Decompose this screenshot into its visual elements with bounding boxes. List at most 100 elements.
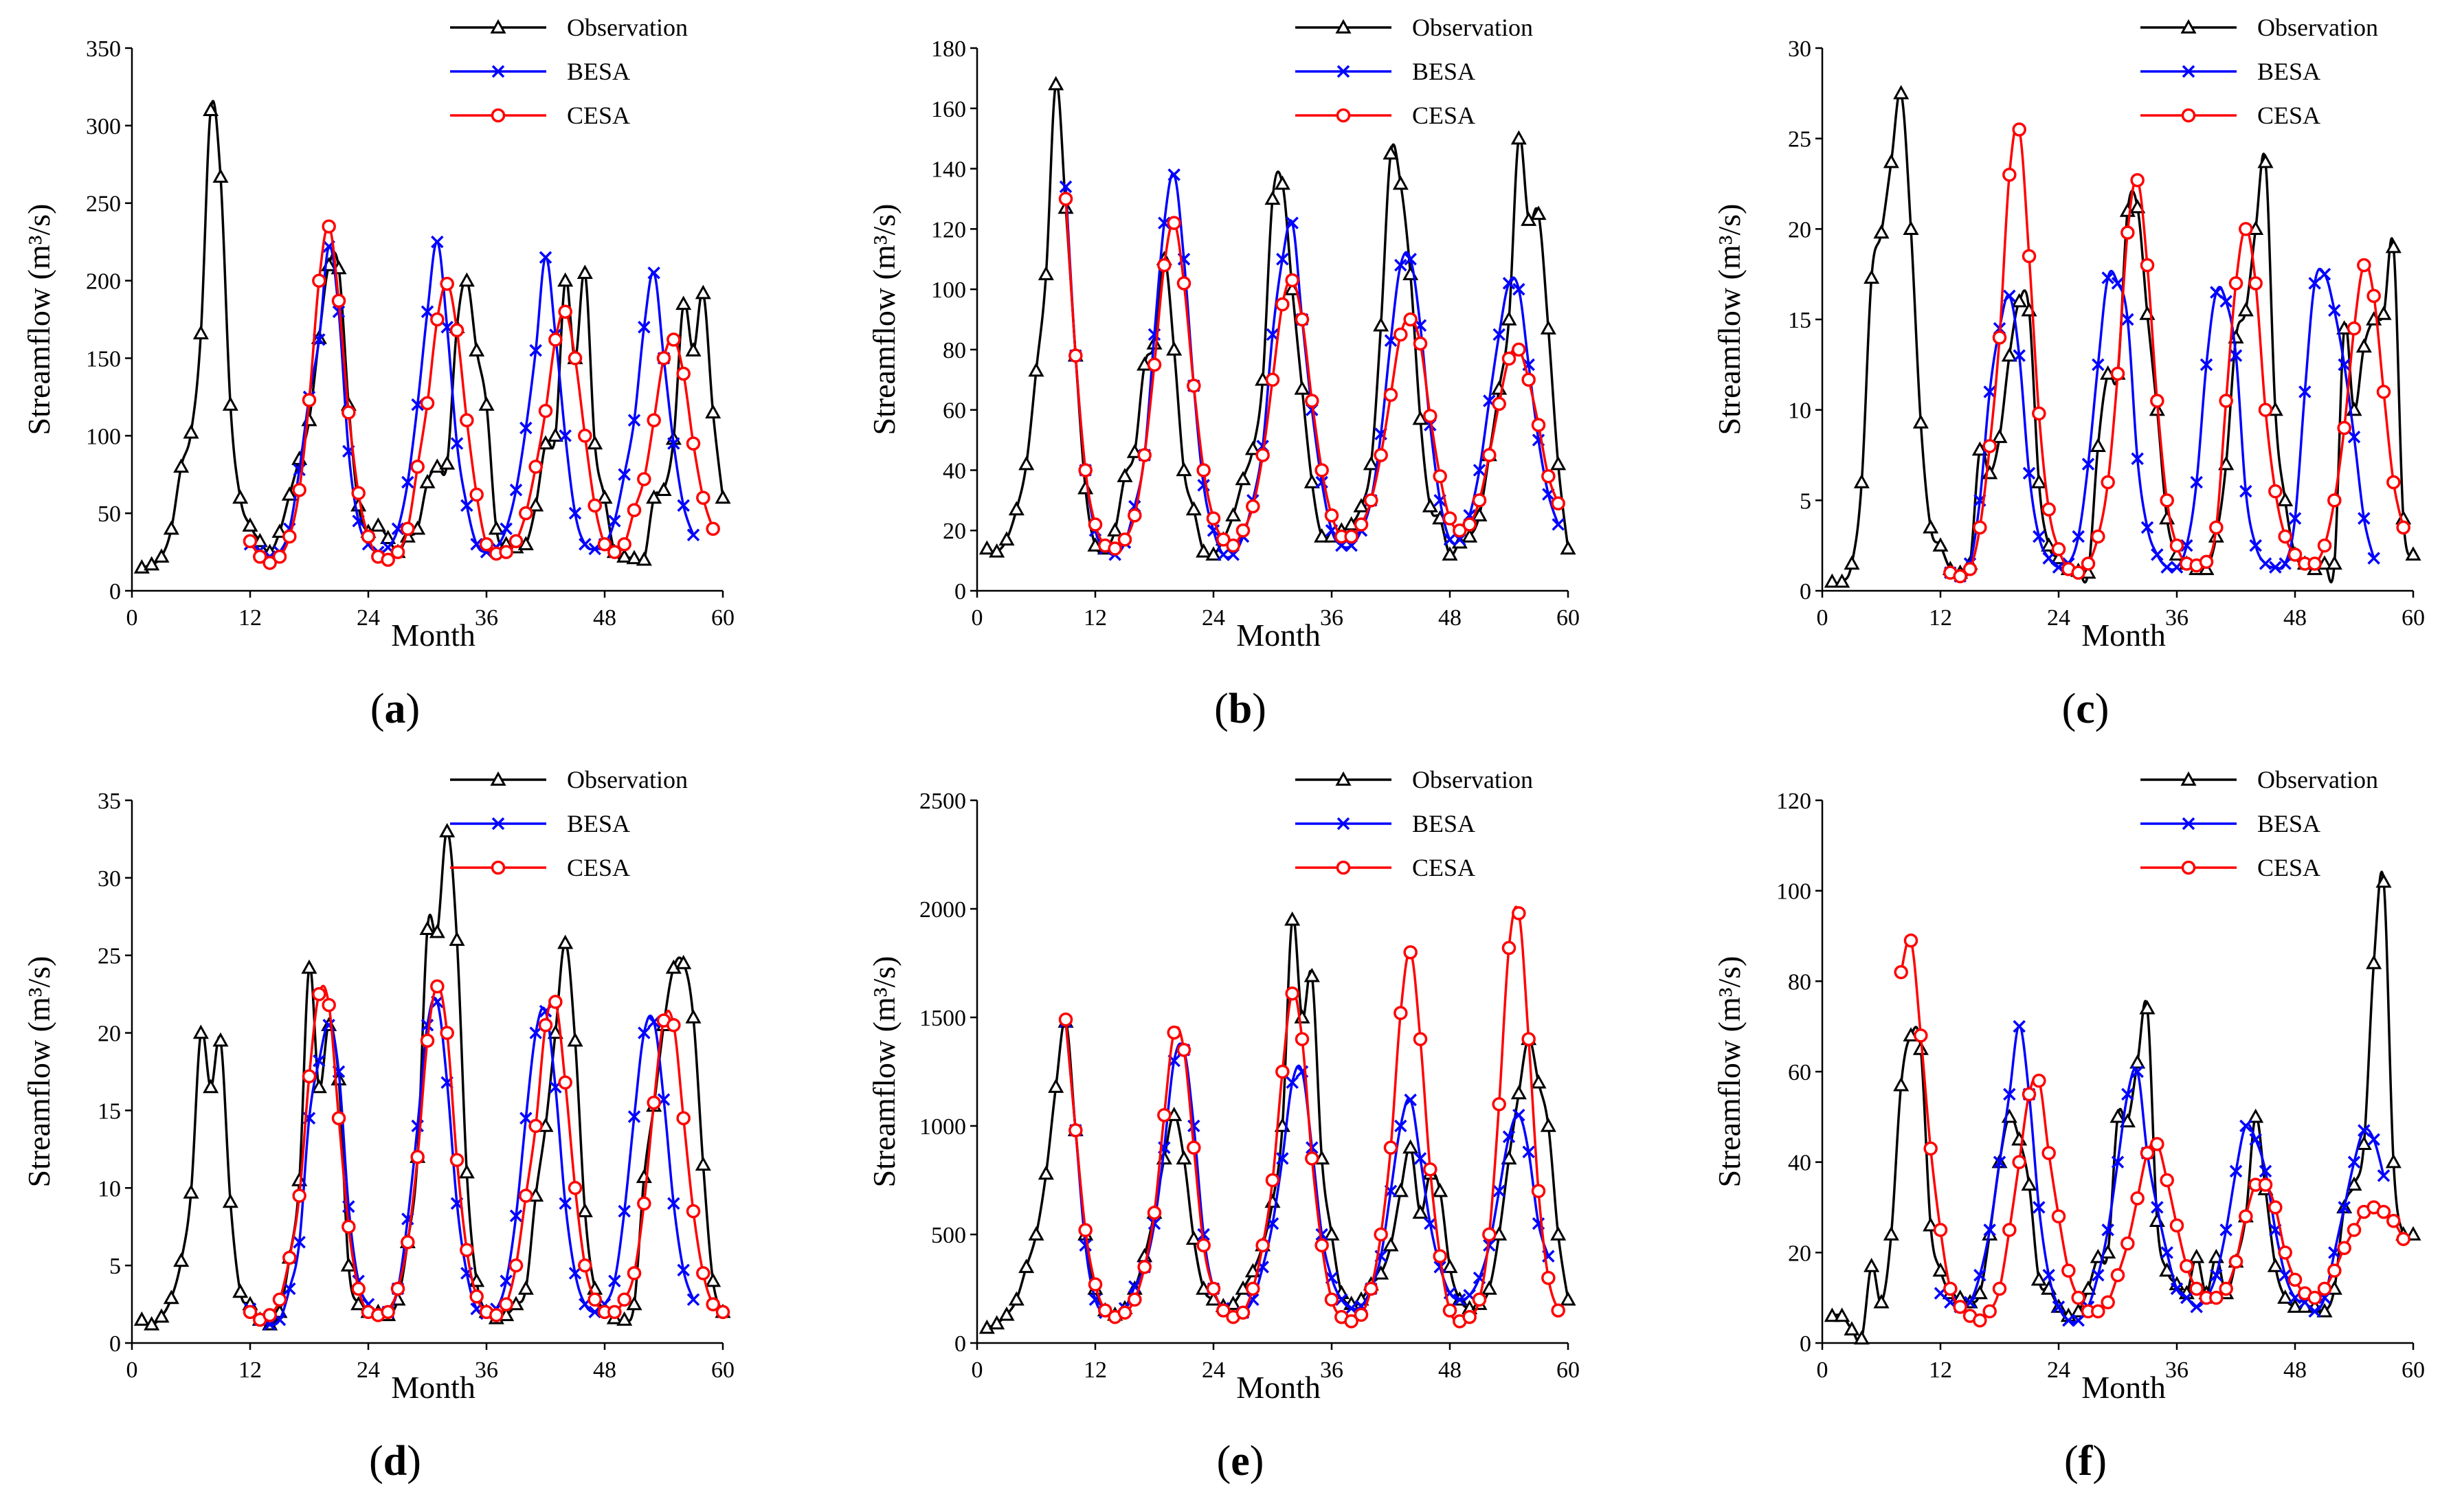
legend-label: CESA <box>2257 102 2320 129</box>
data-point-besa <box>1512 1108 1525 1122</box>
data-point-cesa <box>1275 1064 1290 1079</box>
data-point-cesa <box>1167 1025 1181 1040</box>
legend-entry: BESA <box>2140 810 2320 837</box>
data-point-besa <box>2022 466 2036 480</box>
data-point-cesa <box>1433 1249 1447 1263</box>
legend-marker <box>2181 860 2196 875</box>
data-point-cesa <box>1933 1223 1948 1237</box>
data-point-observation <box>715 489 731 504</box>
data-point-cesa <box>390 545 405 559</box>
data-point-cesa <box>2169 1218 2184 1233</box>
data-point-besa <box>2160 1246 2173 1259</box>
legend-entry: CESA <box>1295 102 1475 129</box>
data-point-cesa <box>676 366 691 381</box>
data-point-cesa <box>410 1149 425 1164</box>
data-point-besa <box>421 305 434 318</box>
data-point-cesa <box>479 537 494 552</box>
data-point-besa <box>2338 1201 2351 1214</box>
data-point-besa <box>283 1282 296 1296</box>
data-point-cesa <box>2386 475 2401 490</box>
data-point-besa <box>2003 1087 2016 1101</box>
series-observation <box>133 823 731 1331</box>
data-point-besa <box>2298 385 2312 398</box>
data-point-cesa <box>1295 312 1310 327</box>
data-point-observation <box>458 1164 475 1179</box>
legend-label: BESA <box>1412 58 1475 85</box>
data-point-besa <box>519 421 533 435</box>
data-point-besa <box>1217 548 1230 561</box>
data-point-besa <box>1512 282 1525 296</box>
data-point-observation <box>1824 1307 1840 1322</box>
legend-marker <box>1336 860 1351 875</box>
data-point-cesa <box>2268 484 2283 499</box>
data-point-cesa <box>1531 418 1546 432</box>
y-tick-label: 80 <box>943 338 966 363</box>
data-point-cesa <box>1462 1309 1477 1324</box>
data-point-observation <box>2100 1244 2116 1259</box>
data-point-observation <box>1834 573 1850 588</box>
data-point-cesa <box>1482 1227 1497 1242</box>
data-point-observation <box>567 1032 583 1047</box>
data-point-observation <box>1028 1226 1044 1241</box>
data-point-cesa <box>312 273 326 288</box>
y-tick-label: 180 <box>931 36 966 62</box>
data-point-cesa <box>617 1292 631 1307</box>
data-point-cesa <box>1167 216 1181 230</box>
series-besa <box>1934 1019 2391 1327</box>
x-tick-label: 0 <box>1817 605 1828 631</box>
data-point-besa <box>431 235 444 249</box>
data-point-cesa <box>430 979 445 994</box>
y-tick-label: 35 <box>98 789 121 814</box>
data-point-observation <box>1323 1226 1340 1241</box>
panel-label: (d) <box>369 1438 421 1485</box>
data-point-observation <box>596 489 613 504</box>
data-point-observation <box>695 284 711 300</box>
x-tick-label: 24 <box>357 1357 380 1383</box>
data-point-observation <box>1442 546 1458 561</box>
data-point-cesa <box>528 460 543 474</box>
data-point-cesa <box>401 1235 415 1250</box>
data-point-cesa <box>2041 502 2056 517</box>
data-point-cesa <box>2307 556 2322 571</box>
data-point-cesa <box>2396 520 2410 535</box>
series-besa <box>1059 1015 1555 1322</box>
data-point-observation <box>2109 1108 2126 1123</box>
data-point-observation <box>2277 1289 2294 1304</box>
legend-marker <box>490 771 506 786</box>
data-point-observation <box>1244 440 1261 455</box>
data-point-cesa <box>243 1305 258 1320</box>
data-point-observation <box>1353 498 1369 512</box>
data-point-cesa <box>2022 1087 2037 1102</box>
data-point-besa <box>686 528 700 541</box>
data-point-observation <box>517 536 534 550</box>
data-point-cesa <box>499 1297 513 1311</box>
data-point-observation <box>2405 546 2421 561</box>
data-point-cesa <box>262 556 277 570</box>
data-point-cesa <box>1088 1277 1103 1291</box>
data-point-besa <box>2377 1169 2391 1182</box>
data-point-cesa <box>2130 172 2145 188</box>
data-point-besa <box>401 475 414 489</box>
data-point-cesa <box>2160 1173 2174 1188</box>
data-point-besa <box>1394 258 1407 272</box>
data-point-observation <box>1303 473 1320 488</box>
data-point-cesa <box>1423 1162 1437 1177</box>
data-point-cesa <box>1403 945 1418 960</box>
series-cesa <box>243 979 730 1327</box>
x-tick-label: 60 <box>1556 1357 1580 1383</box>
data-point-besa <box>450 437 464 450</box>
y-tick-label: 120 <box>1776 789 1811 814</box>
panel-label: (e) <box>1217 1438 1264 1485</box>
data-point-cesa <box>1128 1292 1142 1307</box>
series-line-observation <box>141 100 724 569</box>
data-point-cesa <box>519 1188 533 1203</box>
data-point-cesa <box>715 1305 730 1320</box>
data-point-cesa <box>2012 122 2026 137</box>
data-point-cesa <box>1453 523 1467 538</box>
data-point-cesa <box>519 506 533 521</box>
data-point-cesa <box>1117 1305 1132 1320</box>
data-point-cesa <box>1472 1292 1487 1307</box>
legend-marker <box>1335 771 1352 786</box>
data-point-observation <box>281 486 298 501</box>
data-point-besa <box>1552 518 1565 531</box>
